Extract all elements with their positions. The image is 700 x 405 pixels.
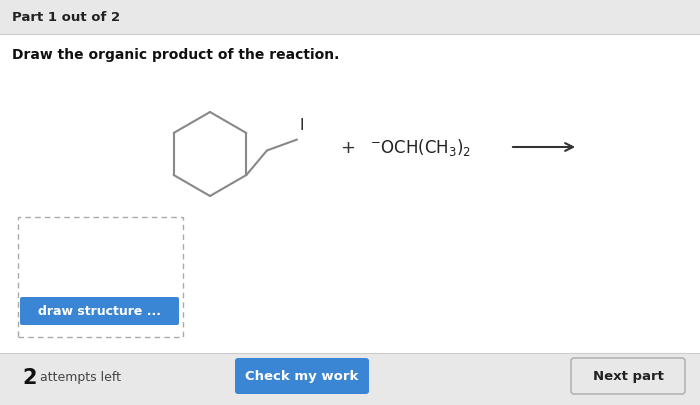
- Text: 2: 2: [22, 367, 36, 387]
- FancyBboxPatch shape: [20, 297, 179, 325]
- FancyBboxPatch shape: [0, 353, 700, 405]
- FancyBboxPatch shape: [0, 35, 700, 353]
- Text: draw structure ...: draw structure ...: [38, 305, 161, 318]
- FancyBboxPatch shape: [0, 0, 700, 35]
- FancyBboxPatch shape: [235, 358, 369, 394]
- Text: I: I: [299, 117, 304, 132]
- FancyBboxPatch shape: [571, 358, 685, 394]
- Text: +: +: [340, 139, 356, 157]
- Text: Check my work: Check my work: [245, 370, 358, 383]
- Text: Draw the organic product of the reaction.: Draw the organic product of the reaction…: [12, 48, 339, 62]
- Text: attempts left: attempts left: [40, 371, 121, 384]
- FancyBboxPatch shape: [18, 217, 183, 337]
- Text: Next part: Next part: [593, 370, 664, 383]
- Text: Part 1 out of 2: Part 1 out of 2: [12, 11, 120, 24]
- Text: $\mathsf{{}^{-}OCH(CH_3)_2}$: $\mathsf{{}^{-}OCH(CH_3)_2}$: [370, 137, 471, 158]
